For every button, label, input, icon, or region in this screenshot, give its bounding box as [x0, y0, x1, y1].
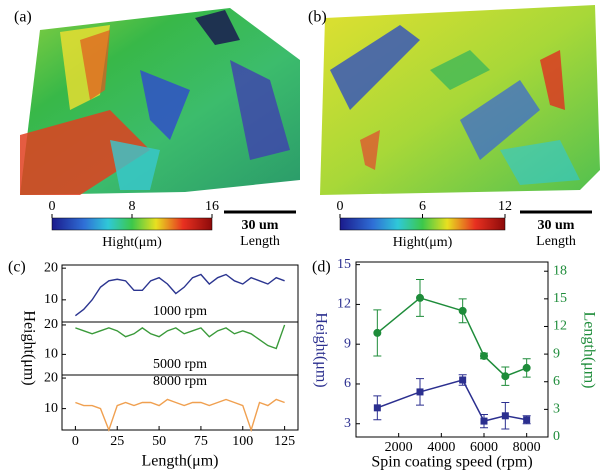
data-point	[373, 328, 382, 337]
x-tick-label: 125	[274, 434, 295, 449]
y-tick-label: 20	[44, 370, 58, 385]
colorbar-tick-label: 6	[419, 199, 426, 214]
x-tick-label: 2000	[385, 440, 413, 455]
profile-line	[75, 324, 286, 350]
x-tick-label: 4000	[427, 440, 455, 455]
y-tick-label: 9	[344, 336, 351, 351]
plot-frame	[61, 264, 299, 431]
series-line	[376, 297, 527, 378]
profile-line	[75, 398, 285, 433]
data-point	[373, 404, 381, 412]
colorbar-tick-label: 0	[337, 199, 344, 214]
x-tick-label: 8000	[513, 440, 541, 455]
scale-bar-text: 30 um	[538, 218, 575, 233]
y-tick-label: 10	[44, 292, 58, 307]
y-tick-label: 6	[344, 376, 351, 391]
colorbar	[339, 217, 506, 231]
y2-tick-label: 15	[553, 291, 567, 306]
y-tick-label: 3	[344, 416, 351, 431]
colorbar-label: Hight(μm)	[102, 235, 162, 250]
scale-bar-label: Length	[536, 234, 576, 249]
series-line	[377, 379, 527, 422]
x-tick-label: 25	[110, 434, 124, 449]
y2-tick-label: 6	[553, 374, 560, 389]
y-tick-label: 12	[337, 297, 351, 312]
data-point	[480, 351, 488, 360]
profile-label: 5000 rpm	[153, 357, 207, 372]
panel-label: (a)	[14, 9, 32, 26]
y2-axis-title: Length(μm)	[580, 312, 597, 389]
image-b	[320, 5, 600, 195]
x-tick-label: 75	[194, 434, 208, 449]
data-point	[523, 416, 531, 424]
colorbar-tick-label: 0	[49, 199, 56, 214]
panel-label: (b)	[308, 9, 327, 26]
y-axis-title: Height(μm)	[20, 310, 37, 385]
data-point	[522, 363, 531, 372]
data-point	[416, 293, 424, 302]
x-axis-title: Spin coating speed (rpm)	[371, 454, 532, 471]
x-tick-label: 6000	[470, 440, 498, 455]
y2-tick-label: 12	[553, 319, 567, 334]
y2-tick-label: 9	[553, 346, 560, 361]
data-point	[416, 388, 424, 396]
colorbar-tick-label: 12	[498, 199, 512, 214]
colorbar-tick-label: 8	[129, 199, 136, 214]
y2-tick-label: 0	[553, 429, 560, 444]
plot-frame	[355, 261, 549, 438]
scale-bar-label: Length	[240, 234, 280, 249]
x-tick-label: 0	[72, 434, 79, 449]
y-tick-label: 10	[44, 347, 58, 362]
data-point	[458, 306, 467, 315]
data-point	[501, 412, 509, 420]
colorbar-tick-label: 16	[205, 199, 219, 214]
y-tick-label: 20	[44, 317, 58, 332]
data-point	[459, 376, 467, 384]
data-point	[480, 417, 488, 425]
y-tick-label: 20	[44, 260, 58, 275]
profile-line	[74, 273, 285, 317]
panel-label: (d)	[312, 259, 331, 276]
x-tick-label: 100	[232, 434, 253, 449]
profile-label: 8000 rpm	[153, 374, 207, 389]
y-tick-label: 15	[337, 257, 351, 272]
x-axis-title: Length(μm)	[142, 453, 219, 470]
y2-tick-label: 3	[553, 402, 560, 417]
x-tick-label: 50	[152, 434, 166, 449]
data-point	[501, 372, 510, 381]
colorbar-label: Hight(μm)	[393, 235, 453, 250]
y-axis-title: Height(μm)	[312, 312, 329, 387]
colorbar	[51, 217, 213, 231]
y2-tick-label: 18	[553, 263, 567, 278]
scale-bar-text: 30 um	[242, 218, 279, 233]
profile-label: 1000 rpm	[153, 304, 207, 319]
y-tick-label: 10	[44, 401, 58, 416]
panel-label: (c)	[8, 259, 26, 276]
image-a	[20, 8, 300, 195]
